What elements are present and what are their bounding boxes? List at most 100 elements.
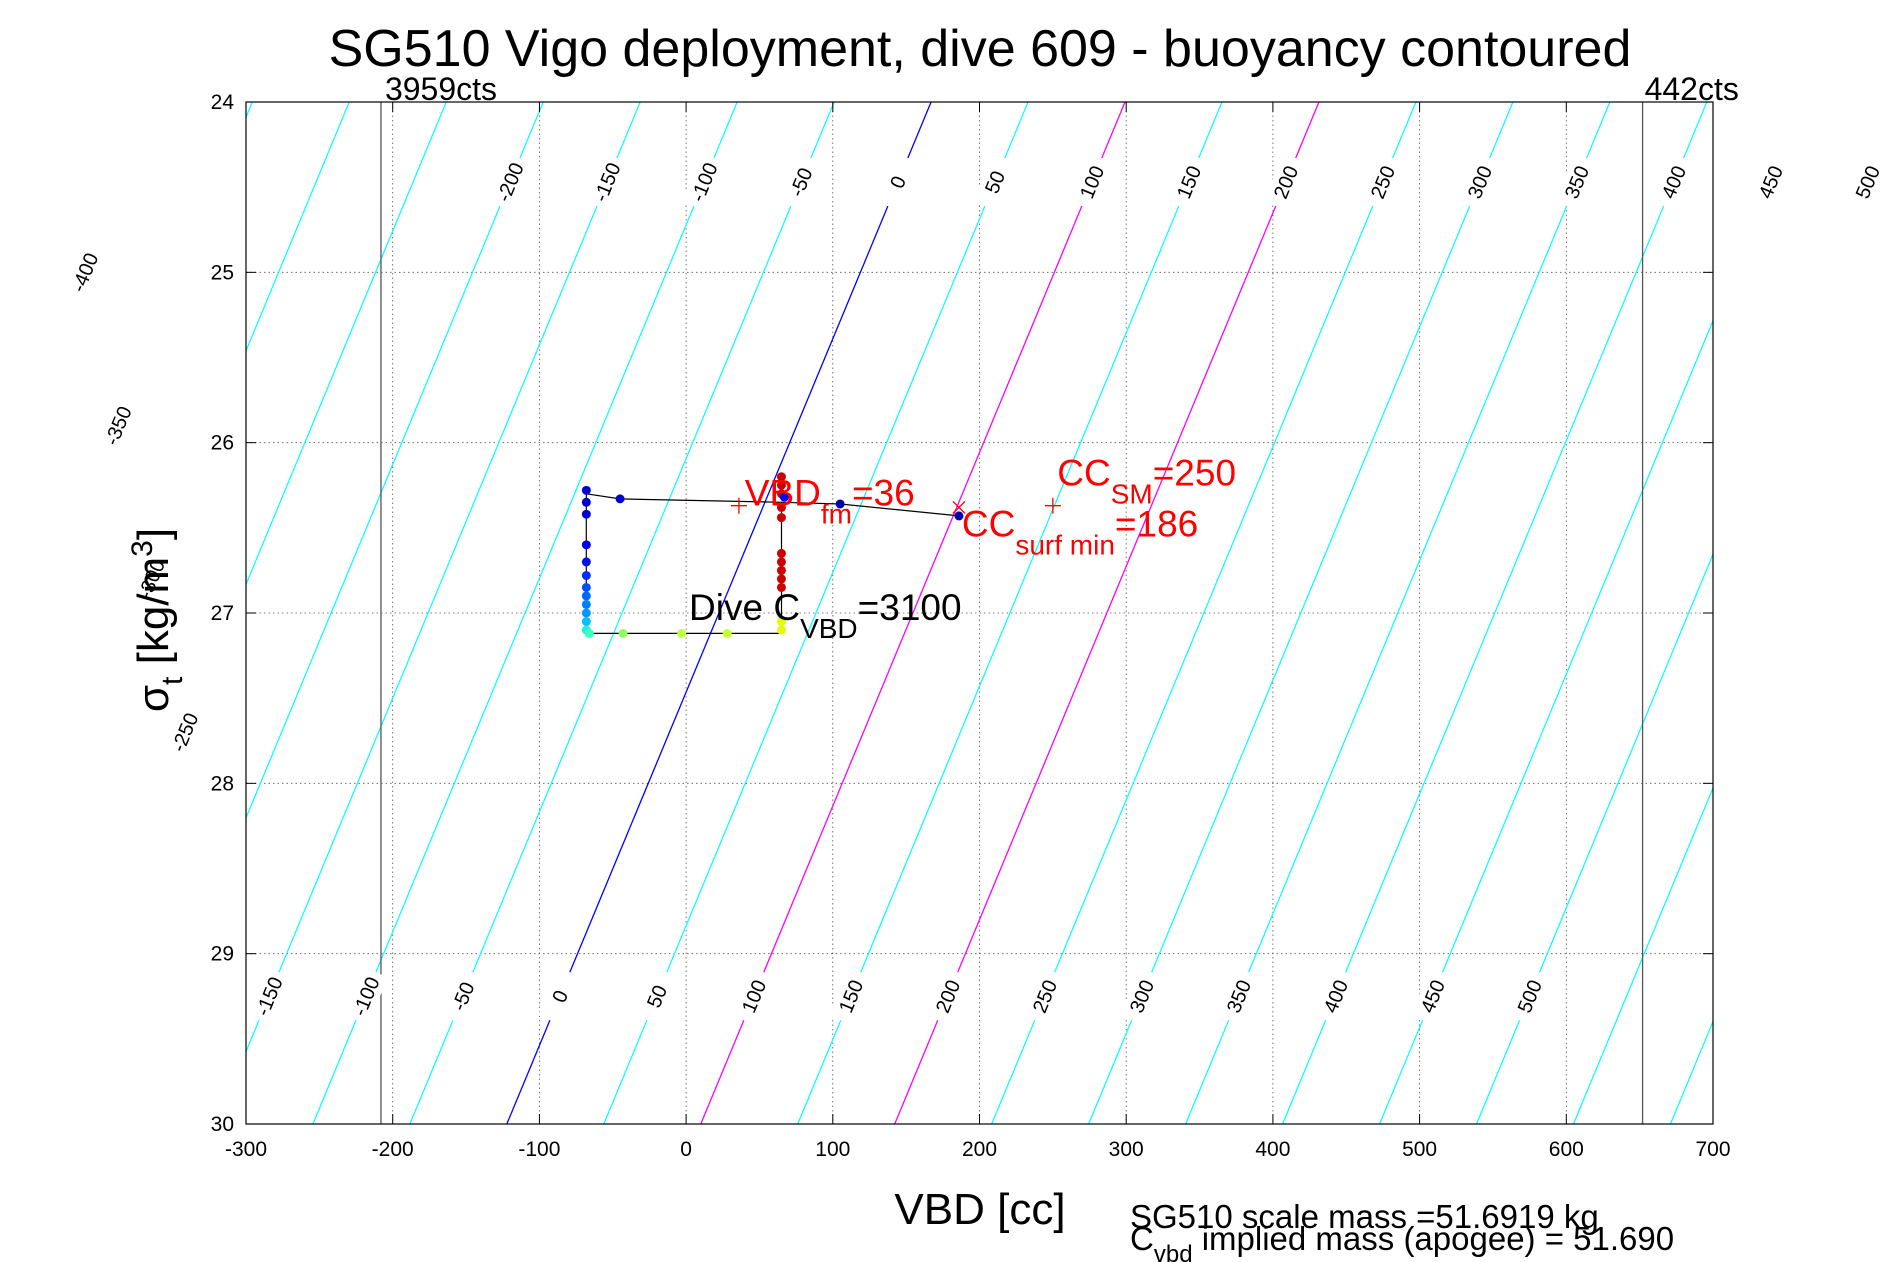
x-marker <box>952 500 966 514</box>
contour-label-bg <box>972 153 1017 212</box>
y-tick-label: 26 <box>211 432 234 455</box>
dive-point <box>776 565 786 575</box>
contour-line <box>0 102 58 1124</box>
contour-label-bg <box>1263 153 1308 212</box>
contour-label-bg <box>162 703 207 762</box>
dive-point <box>722 628 732 638</box>
contour-label-bg <box>1069 153 1114 212</box>
contour-label-bg <box>246 967 291 1026</box>
x-tick-label: -200 <box>372 1138 414 1161</box>
contour-label-bg <box>778 153 823 212</box>
dive-cvbd-annotation: Dive CVBD=3100 <box>689 587 962 644</box>
contour-line <box>700 102 1126 1124</box>
dive-point <box>615 494 625 504</box>
contour-label-bg <box>1119 967 1164 1026</box>
dive-point <box>954 511 964 521</box>
contour-label-bg <box>1457 153 1502 212</box>
dive-point <box>581 485 591 495</box>
contour-line <box>1282 102 1708 1124</box>
contour-line <box>1767 102 1891 1124</box>
contour-line <box>409 102 835 1124</box>
dive-point <box>581 617 591 627</box>
dive-point <box>581 509 591 519</box>
contour-label-bg <box>1313 967 1358 1026</box>
dive-point <box>776 617 786 627</box>
contour-label-bg <box>1022 967 1067 1026</box>
contour-labels: -200 -150 -100 -50 0 50 100 150 200 250 300 350 400 4… <box>62 153 1890 1026</box>
contour-label-bg <box>1410 967 1455 1026</box>
contour-line <box>506 102 932 1124</box>
y-tick-label: 30 <box>211 1113 234 1136</box>
x-tick-label: 300 <box>1109 1138 1144 1161</box>
contour-line <box>1864 102 1891 1124</box>
vbd-limit-lines: 3959cts 442cts <box>380 71 1739 1124</box>
contour-line <box>246 102 447 586</box>
contour-label-bg <box>1845 153 1890 212</box>
cc-sm-annotation: CCSM=250 <box>1057 452 1236 509</box>
contour-line <box>246 102 544 820</box>
contour-label-bg <box>1651 153 1696 212</box>
contour-label-bg <box>1166 153 1211 212</box>
contour-line <box>246 102 641 1054</box>
dive-point <box>581 557 591 567</box>
grid <box>246 102 1713 1124</box>
buoyancy-contours <box>0 102 1891 1124</box>
vbd-limit-label: 442cts <box>1645 71 1739 107</box>
y-tick-label: 25 <box>211 261 234 284</box>
contour-line <box>1572 786 1713 1124</box>
contour-line <box>797 102 1223 1124</box>
dive-path <box>585 490 783 634</box>
contour-line <box>1185 102 1611 1124</box>
dive-point <box>581 591 591 601</box>
dive-series <box>581 472 1061 638</box>
y-axis-label: σt [kg/m3] <box>126 528 189 712</box>
dive-point <box>581 599 591 609</box>
contour-label-bg <box>584 153 629 212</box>
dive-point <box>776 548 786 558</box>
dive-point <box>776 625 786 635</box>
contour-label-bg <box>488 153 532 212</box>
contour-label-bg <box>875 153 920 212</box>
contour-label-bg <box>343 967 388 1026</box>
y-tick-label: 27 <box>211 602 234 625</box>
axis-ticks: -300 -200 -100 0 100 200 300 400 500 600 700 24 25 26… <box>211 91 1731 1161</box>
x-tick-label: -300 <box>225 1138 267 1161</box>
x-tick-label: 600 <box>1549 1138 1584 1161</box>
contour-label-bg <box>62 243 107 302</box>
dive-point <box>776 574 786 584</box>
cc-surf-min-annotation: CCsurf min=186 <box>962 503 1198 560</box>
x-tick-label: 200 <box>962 1138 997 1161</box>
contour-label-bg <box>681 153 726 212</box>
vbd-limit-label: 3959cts <box>385 71 497 107</box>
contour-line <box>894 102 1320 1124</box>
contour-label-bg <box>1507 967 1552 1026</box>
contour-label-bg <box>1216 967 1261 1026</box>
x-tick-label: -100 <box>518 1138 560 1161</box>
y-tick-label: 28 <box>211 772 234 795</box>
x-axis-label: VBD [cc] <box>894 1185 1065 1234</box>
contour-line <box>1378 319 1713 1124</box>
contour-label-bg <box>731 967 776 1026</box>
dive-point <box>677 628 687 638</box>
cvbd-implied-mass-text: Cvbd implied mass (apogee) = 51.690 <box>1130 1220 1674 1262</box>
x-tick-label: 700 <box>1695 1138 1730 1161</box>
vbd-fm-annotation: VBDfm=36 <box>745 473 915 530</box>
contour-label-bg <box>1748 153 1793 212</box>
dive-point <box>581 571 591 581</box>
dive-point <box>776 480 786 490</box>
contour-label-bg <box>1360 153 1405 212</box>
x-tick-label: 0 <box>680 1138 692 1161</box>
dive-point <box>779 492 789 502</box>
dive-point <box>584 628 594 638</box>
chart-title: SG510 Vigo deployment, dive 609 - buoyan… <box>329 20 1632 78</box>
contour-line <box>246 102 350 353</box>
y-tick-label: 24 <box>211 91 235 114</box>
x-tick-label: 100 <box>815 1138 850 1161</box>
dive-point <box>581 608 591 618</box>
contour-label-bg <box>828 967 873 1026</box>
contour-line <box>603 102 1029 1124</box>
dive-point <box>618 628 628 638</box>
contour-label-bg <box>440 967 485 1026</box>
